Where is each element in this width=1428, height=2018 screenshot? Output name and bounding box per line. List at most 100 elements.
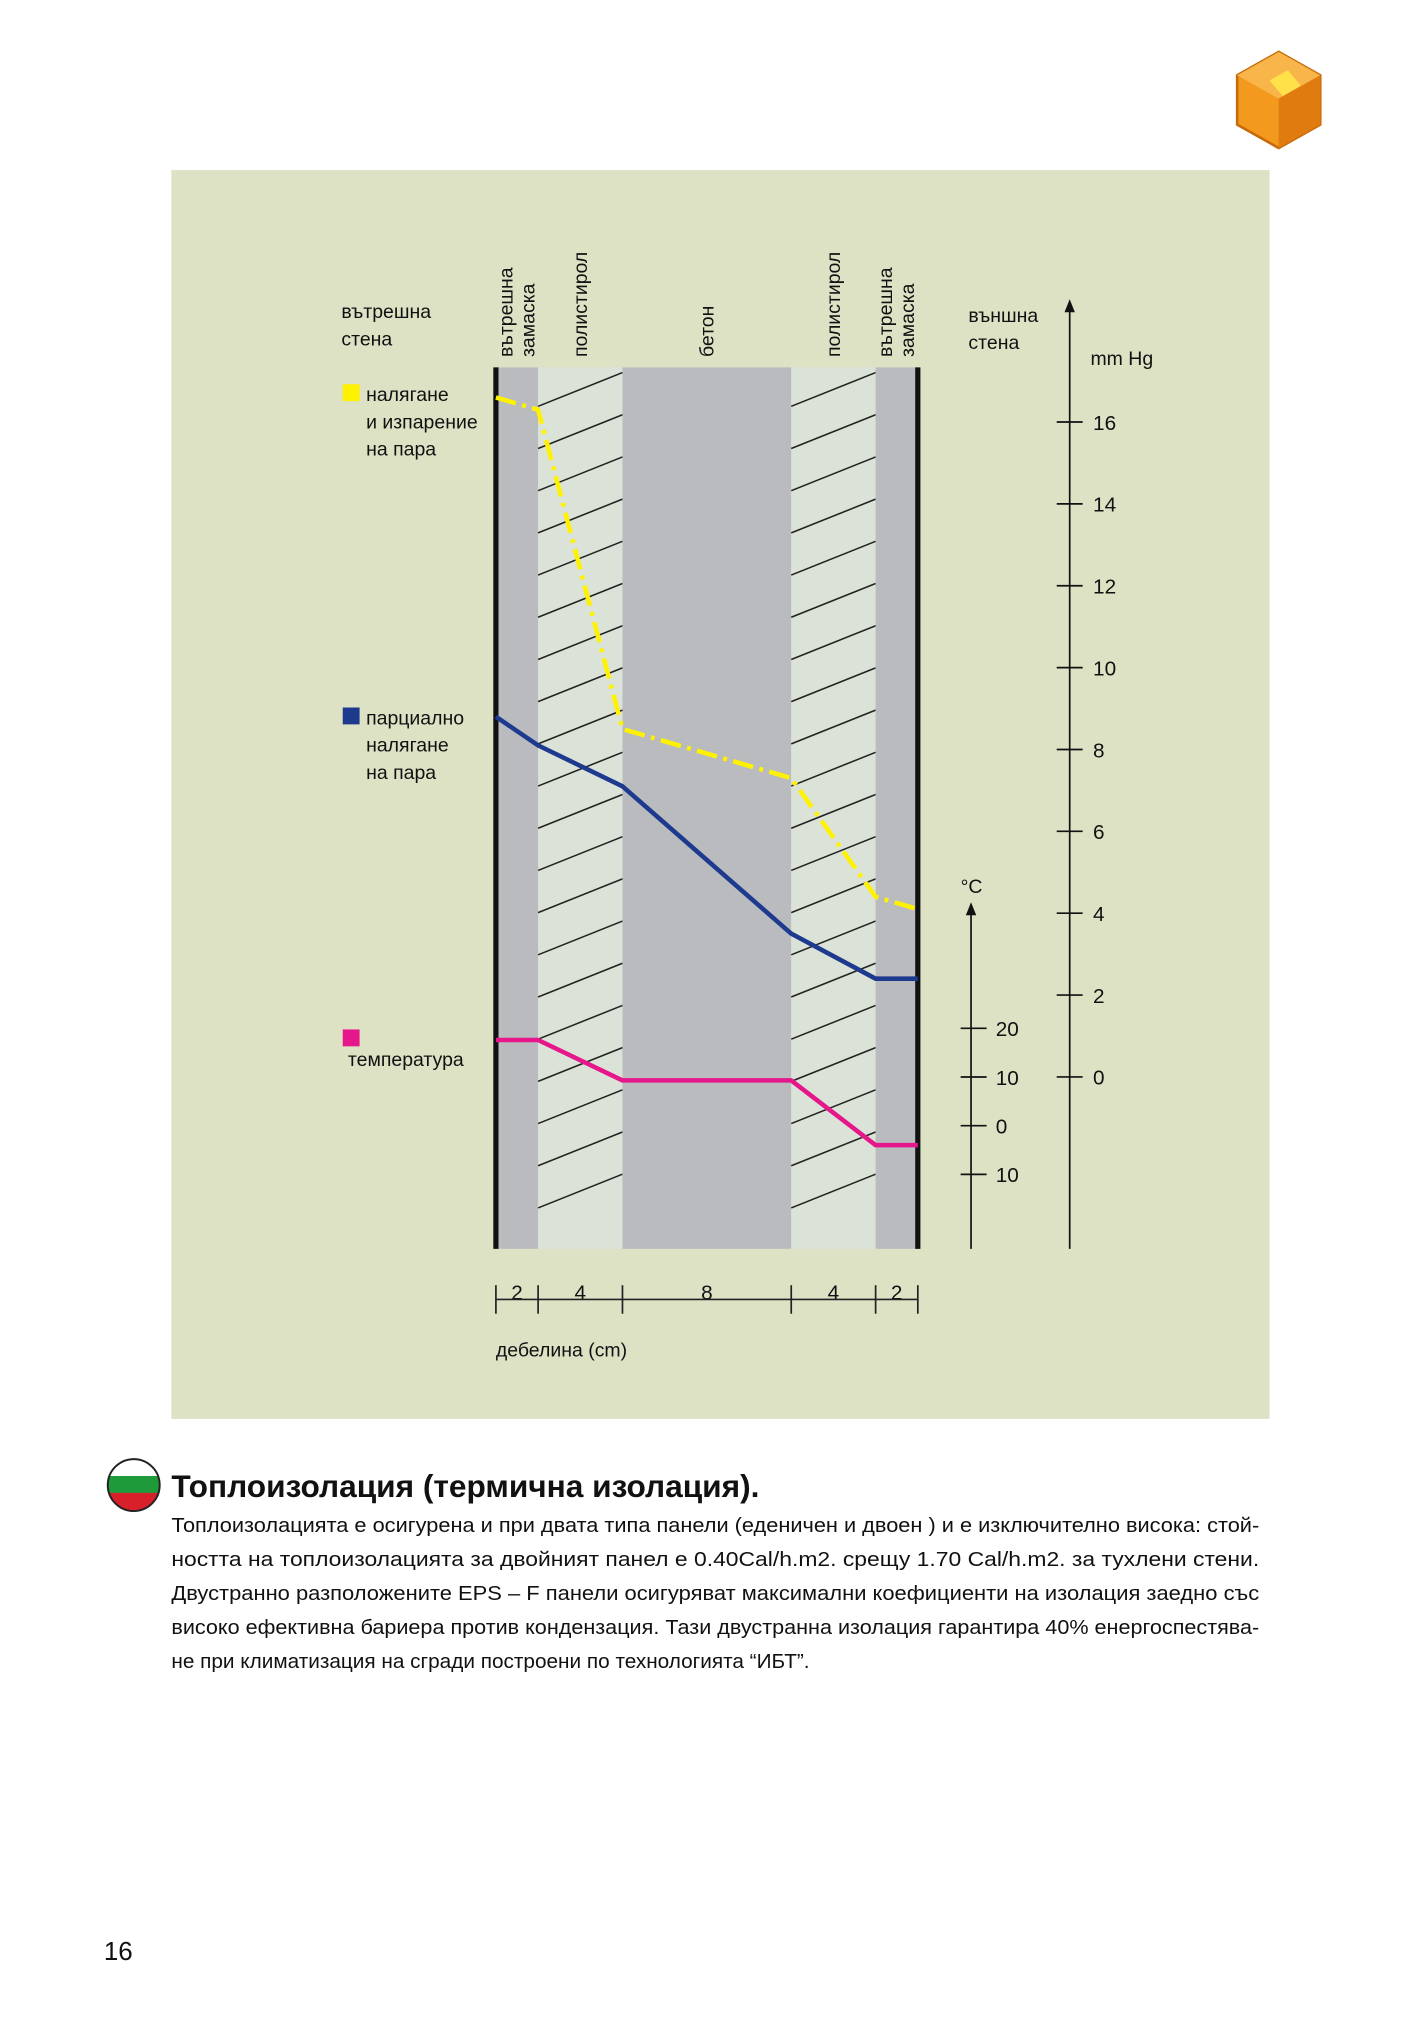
hatch-line [537, 920, 623, 956]
hatch-line [790, 1004, 876, 1040]
legend-label-line: температура [348, 1049, 464, 1071]
body-line: високо ефективна бариера против конденза… [171, 1616, 1259, 1639]
hatch-line [537, 1046, 623, 1083]
logo-piece [1269, 70, 1301, 97]
hatch-line [537, 624, 623, 661]
hatch-line [537, 962, 623, 998]
y-tick-label: 12 [1093, 576, 1116, 599]
wall-layer [538, 367, 623, 1249]
series-line [494, 714, 918, 981]
inner-wall-label-line: вътрешна [341, 301, 431, 323]
legend-label: температура [348, 1049, 464, 1071]
hatch-line [790, 667, 876, 703]
outer-wall-label-line: стена [968, 332, 1019, 354]
hatch-line [537, 498, 623, 534]
hatch-line [537, 1089, 623, 1125]
hatch-line [537, 456, 623, 492]
inner-wall-label: вътрешна стена [341, 301, 431, 350]
y2-axis-label: °C [961, 876, 983, 898]
legend-label-line: и изпарение [366, 411, 478, 433]
body-line: не при климатизация на сгради построени … [171, 1650, 809, 1673]
thickness-label: 4 [575, 1281, 587, 1304]
hatch-line [790, 793, 876, 829]
layer-label: замаска [897, 283, 919, 357]
thickness-label: 2 [511, 1281, 523, 1304]
wall-layer [791, 367, 876, 1249]
thickness-label: 2 [891, 1281, 903, 1304]
hatch-line [537, 1173, 623, 1209]
hatch-line [537, 878, 623, 914]
body-line: ността на топлоизолацията за двойният па… [171, 1548, 1259, 1571]
hatch-line [790, 414, 876, 450]
hatch-line [790, 582, 876, 619]
y2-tick-label: 20 [996, 1018, 1019, 1041]
layer-label: полистирол [823, 252, 845, 357]
legend-label: налягане и изпарение на пара [366, 384, 478, 461]
series-line [495, 395, 919, 912]
flag-white [107, 1459, 160, 1478]
legend-swatch [342, 707, 360, 725]
y-tick-label: 10 [1093, 657, 1116, 680]
y-tick-label: 0 [1093, 1067, 1105, 1090]
legend-label-line: налягане [366, 735, 449, 757]
thickness-label: 8 [701, 1281, 713, 1304]
legend-swatch [342, 1029, 360, 1047]
y-axis-label: mm Hg [1090, 348, 1153, 370]
logo-side [1278, 75, 1321, 148]
hatch-line [790, 878, 876, 914]
hatch-line [790, 540, 876, 576]
section-body: Топлоизолацията е осигурена и при двата … [171, 1514, 1259, 1673]
layer-label: замаска [518, 283, 540, 357]
layer-label: бетон [696, 306, 718, 357]
y-axis-arrow [1064, 299, 1075, 313]
outer-wall-label: външна стена [968, 305, 1038, 354]
hatch-line [790, 920, 876, 956]
y2-tick-label: 0 [996, 1115, 1008, 1138]
hatch-line [537, 835, 623, 872]
section-title: Топлоизолация (термична изолация). [171, 1469, 759, 1504]
hatch-line [537, 751, 623, 787]
wall-layer [495, 367, 539, 1249]
logo-cube [1235, 50, 1322, 150]
series-line [495, 1037, 918, 1148]
hatch-line [790, 1131, 876, 1167]
hatch-line [790, 835, 876, 872]
y-tick-label: 4 [1093, 903, 1105, 926]
legend-label-line: на пара [366, 762, 436, 784]
flag-icon [106, 1458, 161, 1513]
body-line: Топлоизолацията е осигурена и при двата … [171, 1514, 1259, 1537]
flag-green [107, 1476, 160, 1495]
y2-tick-label: 10 [996, 1067, 1019, 1090]
legend-label: парциално налягане на пара [366, 707, 464, 784]
outer-wall-label-line: външна [968, 305, 1038, 327]
hatch-line [790, 456, 876, 492]
hatch-line [537, 540, 623, 576]
hatch-line [790, 751, 876, 787]
hatch-line [790, 1089, 876, 1125]
layer-label: вътрешна [495, 267, 517, 357]
y-tick-label: 8 [1093, 739, 1105, 762]
page-number: 16 [104, 1936, 133, 1966]
hatch-line [790, 709, 876, 745]
wall-layer [875, 367, 918, 1249]
hatch-line [790, 1046, 876, 1083]
hatch-line [537, 414, 623, 450]
inner-wall-label-line: стена [341, 328, 392, 350]
y-tick-label: 14 [1093, 494, 1116, 517]
flag-red [107, 1492, 160, 1512]
legend-swatch [342, 384, 360, 402]
hatch-line [537, 582, 623, 619]
y-tick-label: 6 [1093, 821, 1105, 844]
hatch-line [537, 709, 623, 745]
thickness-label: 4 [828, 1281, 840, 1304]
hatch-line [537, 793, 623, 829]
hatch-line [790, 498, 876, 534]
hatch-line [790, 371, 876, 408]
y-tick-label: 2 [1093, 985, 1105, 1008]
x-axis-label: дебелина (cm) [496, 1340, 627, 1362]
hatch-line [790, 624, 876, 661]
y-tick-label: 16 [1093, 412, 1116, 435]
legend-label-line: парциално [366, 707, 464, 729]
